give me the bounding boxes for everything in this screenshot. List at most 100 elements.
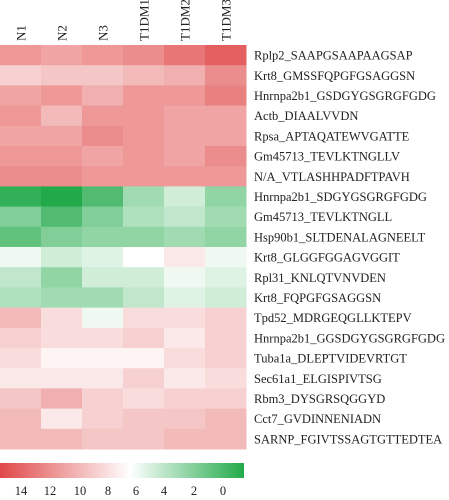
column-labels: N1 N2 N3 T1DM1 T1DM2 T1DM3 xyxy=(14,0,234,41)
row-label: Hnrnpa2b1_SDGYGSGRGFGDG xyxy=(254,190,427,204)
heatmap-cell xyxy=(205,348,247,369)
heatmap-cell xyxy=(123,368,165,389)
heatmap-cell xyxy=(164,226,206,248)
heatmap-cell xyxy=(164,287,206,309)
heatmap-cell xyxy=(0,408,42,430)
heatmap-cell xyxy=(82,368,124,389)
heatmap-cell xyxy=(164,65,206,86)
column-label: T1DM2 xyxy=(178,0,193,41)
colorbar-tick-label: 2 xyxy=(191,484,197,498)
column-label: T1DM3 xyxy=(219,0,234,41)
heatmap-cell xyxy=(205,307,247,329)
column-label: N3 xyxy=(96,25,111,41)
heatmap-cell xyxy=(82,307,124,329)
row-label: Tuba1a_DLEPTVIDEVRTGT xyxy=(254,352,407,366)
heatmap-cell xyxy=(0,186,42,208)
heatmap-cell xyxy=(41,85,83,107)
heatmap-cell xyxy=(123,85,165,107)
heatmap-cell xyxy=(41,125,83,147)
heatmap-cell xyxy=(0,307,42,329)
heatmap-cell xyxy=(123,388,165,410)
heatmap-cell xyxy=(123,307,165,329)
heatmap-cell xyxy=(205,247,247,268)
heatmap-cell xyxy=(164,166,206,187)
heatmap-cell xyxy=(82,65,124,86)
heatmap-cell xyxy=(41,388,83,410)
heatmap-cell xyxy=(82,125,124,147)
heatmap-cell xyxy=(164,307,206,329)
heatmap-cell xyxy=(41,65,83,86)
heatmap-cell xyxy=(82,388,124,410)
heatmap-cell xyxy=(205,287,247,309)
heatmap-cell xyxy=(205,45,247,66)
heatmap-cell xyxy=(82,85,124,107)
heatmap-cell xyxy=(82,45,124,66)
heatmap-cell xyxy=(164,267,206,288)
heatmap-cell xyxy=(164,125,206,147)
heatmap-cell xyxy=(123,45,165,66)
heatmap-cell xyxy=(205,166,247,187)
heatmap-cell xyxy=(164,247,206,268)
heatmap-cell xyxy=(82,226,124,248)
heatmap-cell xyxy=(41,146,83,167)
heatmap-cell xyxy=(82,327,124,349)
colorbar xyxy=(0,463,244,478)
heatmap-cell xyxy=(0,146,42,167)
heatmap-cell xyxy=(164,105,206,127)
colorbar-tick-label: 14 xyxy=(15,484,28,498)
heatmap-cell xyxy=(82,186,124,208)
heatmap-cell xyxy=(82,166,124,187)
heatmap-cell xyxy=(0,247,42,268)
heatmap-cell xyxy=(0,287,42,309)
heatmap-cell xyxy=(164,408,206,430)
heatmap-cell xyxy=(0,206,42,228)
heatmap-cell xyxy=(205,408,247,430)
row-label: Gm45713_TEVLKTNGLLV xyxy=(254,150,400,164)
colorbar-tick-label: 4 xyxy=(161,484,168,498)
heatmap-cell xyxy=(0,65,42,86)
heatmap-cell xyxy=(82,408,124,430)
heatmap-cell xyxy=(164,186,206,208)
heatmap-cell xyxy=(0,125,42,147)
row-label: SARNP_FGIVTSSAGTGTTEDTEA xyxy=(254,432,442,446)
heatmap-cell xyxy=(205,65,247,86)
heatmap-cell xyxy=(164,368,206,389)
row-label: Krt8_FQPGFGSAGGSN xyxy=(254,291,381,305)
heatmap-cell xyxy=(82,206,124,228)
heatmap-cell xyxy=(0,226,42,248)
heatmap-cell xyxy=(0,368,42,389)
row-label: Rbm3_DYSGRSQGGYD xyxy=(254,392,385,406)
row-label: Hnrnpa2b1_GSDGYGSGRGFGDG xyxy=(254,89,436,103)
heatmap-cell xyxy=(41,267,83,288)
heatmap-cell xyxy=(0,428,42,450)
heatmap-cell xyxy=(41,348,83,369)
heatmap-cell xyxy=(41,408,83,430)
heatmap-cell xyxy=(164,428,206,450)
heatmap-cell xyxy=(41,166,83,187)
heatmap-cell xyxy=(123,105,165,127)
heatmap-cell xyxy=(123,65,165,86)
heatmap-cell xyxy=(205,428,247,450)
column-label: N1 xyxy=(14,25,29,41)
heatmap-cell xyxy=(82,428,124,450)
heatmap-cell xyxy=(123,125,165,147)
heatmap-cell xyxy=(0,348,42,369)
row-labels: Rplp2_SAAPGSAAPAAGSAP Krt8_GMSSFQPGFGSAGG… xyxy=(254,49,445,447)
row-label: Rpl31_KNLQTVNVDEN xyxy=(254,271,386,285)
colorbar-tick-label: 12 xyxy=(44,484,57,498)
colorbar-tick-label: 8 xyxy=(105,484,111,498)
colorbar-tick-label: 6 xyxy=(133,484,139,498)
heatmap-cell xyxy=(123,408,165,430)
heatmap-cell xyxy=(0,166,42,187)
heatmap-cell xyxy=(164,45,206,66)
heatmap-cell xyxy=(205,226,247,248)
heatmap-cell xyxy=(123,428,165,450)
heatmap-cell xyxy=(205,125,247,147)
heatmap-cell xyxy=(164,388,206,410)
row-label: Rplp2_SAAPGSAAPAAGSAP xyxy=(254,49,413,63)
column-label: T1DM1 xyxy=(137,0,152,41)
heatmap-cell xyxy=(123,267,165,288)
heatmap-cell xyxy=(123,166,165,187)
heatmap-cell xyxy=(82,267,124,288)
heatmap-cell xyxy=(0,85,42,107)
